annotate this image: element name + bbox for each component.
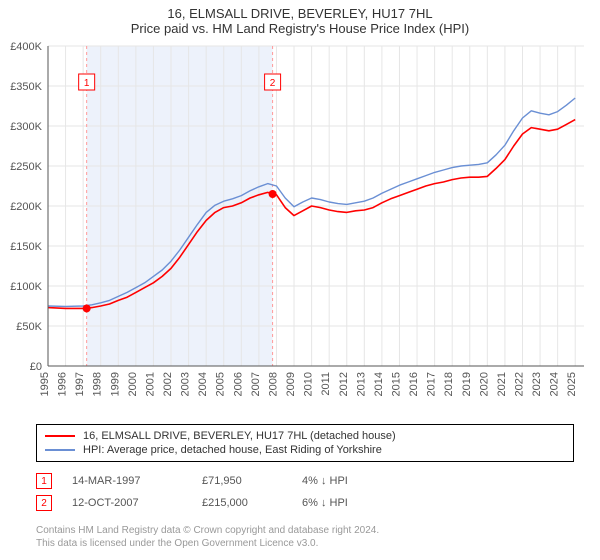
sale-marker-icon: 1: [36, 473, 52, 489]
svg-text:2009: 2009: [285, 372, 297, 396]
svg-text:2003: 2003: [180, 372, 192, 396]
page-title: 16, ELMSALL DRIVE, BEVERLEY, HU17 7HL: [0, 6, 600, 21]
svg-text:£300K: £300K: [10, 121, 42, 133]
svg-text:£100K: £100K: [10, 281, 42, 293]
page-subtitle: Price paid vs. HM Land Registry's House …: [0, 21, 600, 36]
svg-text:2: 2: [270, 78, 276, 89]
svg-text:2005: 2005: [215, 372, 227, 396]
svg-text:2014: 2014: [373, 372, 385, 396]
svg-text:2022: 2022: [513, 372, 525, 396]
svg-text:£50K: £50K: [16, 321, 42, 333]
svg-text:£250K: £250K: [10, 161, 42, 173]
svg-text:2004: 2004: [197, 372, 209, 396]
sales-table: 1 14-MAR-1997 £71,950 4% ↓ HPI 2 12-OCT-2007 £…: [36, 470, 556, 514]
chart-svg: 1 2 £0 £50K £100K £150K £200K £250K £300K £350K £4…: [0, 38, 600, 418]
svg-text:1: 1: [84, 78, 90, 89]
legend-label: HPI: Average price, detached house, East…: [83, 444, 382, 456]
svg-text:2012: 2012: [338, 372, 350, 396]
price-chart: 1 2 £0 £50K £100K £150K £200K £250K £300K £350K £4…: [0, 38, 600, 418]
legend: 16, ELMSALL DRIVE, BEVERLEY, HU17 7HL (d…: [36, 424, 574, 462]
svg-text:2015: 2015: [390, 372, 402, 396]
svg-text:1998: 1998: [92, 372, 104, 396]
svg-text:2007: 2007: [250, 372, 262, 396]
svg-text:2008: 2008: [267, 372, 279, 396]
svg-text:2019: 2019: [461, 372, 473, 396]
legend-swatch: [45, 449, 75, 451]
svg-text:2011: 2011: [320, 372, 332, 396]
legend-item: 16, ELMSALL DRIVE, BEVERLEY, HU17 7HL (d…: [45, 429, 565, 443]
svg-text:£150K: £150K: [10, 241, 42, 253]
legend-swatch: [45, 435, 75, 437]
sale-row: 2 12-OCT-2007 £215,000 6% ↓ HPI: [36, 492, 556, 514]
svg-text:2000: 2000: [127, 372, 139, 396]
svg-text:2018: 2018: [443, 372, 455, 396]
svg-text:2020: 2020: [478, 372, 490, 396]
svg-text:2013: 2013: [355, 372, 367, 396]
sale-marker-icon: 2: [36, 495, 52, 511]
legend-item: HPI: Average price, detached house, East…: [45, 443, 565, 457]
title-block: 16, ELMSALL DRIVE, BEVERLEY, HU17 7HL Pr…: [0, 0, 600, 38]
svg-text:2006: 2006: [232, 372, 244, 396]
svg-text:2002: 2002: [162, 372, 174, 396]
svg-text:1997: 1997: [74, 372, 86, 396]
sale-row: 1 14-MAR-1997 £71,950 4% ↓ HPI: [36, 470, 556, 492]
svg-text:2001: 2001: [144, 372, 156, 396]
svg-text:£200K: £200K: [10, 201, 42, 213]
svg-text:1999: 1999: [109, 372, 121, 396]
svg-text:2017: 2017: [426, 372, 438, 396]
svg-text:2025: 2025: [566, 372, 578, 396]
sale-delta: 4% ↓ HPI: [302, 475, 382, 487]
svg-text:2016: 2016: [408, 372, 420, 396]
svg-text:2021: 2021: [496, 372, 508, 396]
legend-label: 16, ELMSALL DRIVE, BEVERLEY, HU17 7HL (d…: [83, 430, 396, 442]
attribution-line: Contains HM Land Registry data © Crown c…: [36, 524, 556, 537]
sale-date: 12-OCT-2007: [72, 497, 182, 509]
svg-text:2024: 2024: [549, 372, 561, 396]
svg-text:1996: 1996: [57, 372, 69, 396]
svg-text:£350K: £350K: [10, 81, 42, 93]
attribution-line: This data is licensed under the Open Gov…: [36, 537, 556, 550]
sale-date: 14-MAR-1997: [72, 475, 182, 487]
svg-text:£400K: £400K: [10, 41, 42, 53]
sale-delta: 6% ↓ HPI: [302, 497, 382, 509]
svg-text:1995: 1995: [39, 372, 51, 396]
attribution: Contains HM Land Registry data © Crown c…: [36, 524, 556, 550]
sale-price: £71,950: [202, 475, 282, 487]
svg-text:£0: £0: [30, 361, 42, 373]
sale-price: £215,000: [202, 497, 282, 509]
svg-text:2010: 2010: [303, 372, 315, 396]
svg-text:2023: 2023: [531, 372, 543, 396]
